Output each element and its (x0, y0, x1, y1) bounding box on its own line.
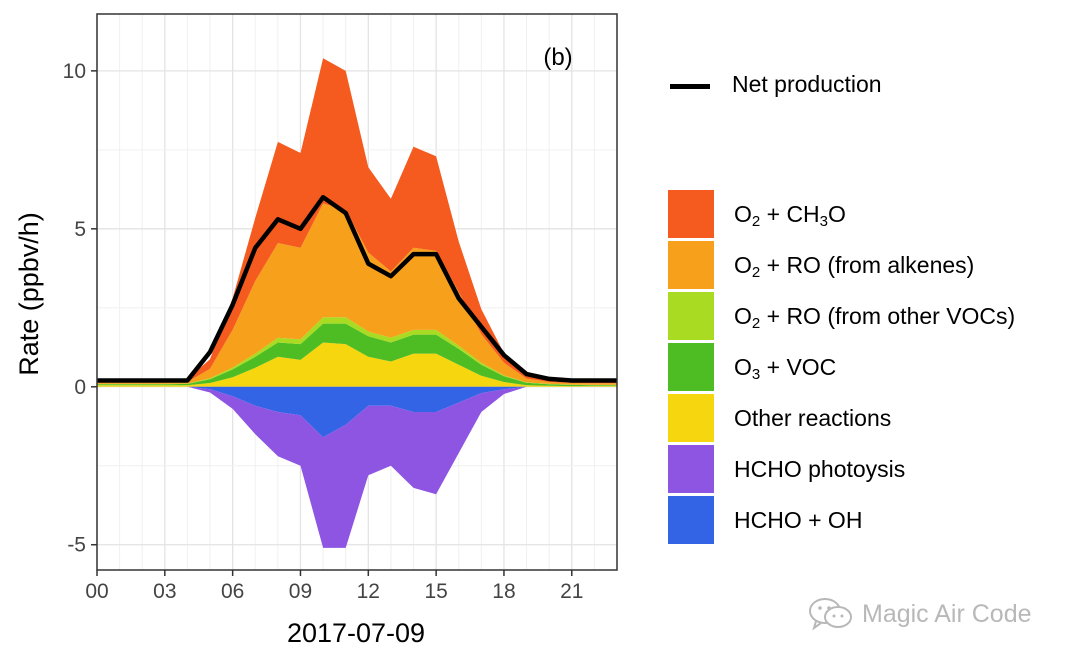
net-production-line (97, 194, 617, 383)
y-tick-label: 5 (74, 218, 86, 241)
legend-label: O2 + RO (from alkenes) (734, 252, 975, 281)
x-tick-label: 21 (560, 580, 583, 603)
x-tick-label: 09 (289, 580, 312, 603)
x-axis-label: 2017-07-09 (287, 618, 425, 648)
legend-label: O2 + CH3O (734, 201, 846, 230)
watermark: Magic Air Code (808, 596, 1032, 632)
legend-label: O2 + RO (from other VOCs) (734, 303, 1016, 332)
legend-item-other: Other reactions (668, 394, 1080, 444)
legend-label: O3 + VOC (734, 354, 837, 383)
legend-swatch (668, 190, 714, 238)
x-tick-label: 06 (221, 580, 244, 603)
y-tick-label: 10 (63, 60, 86, 83)
legend-swatch (668, 445, 714, 493)
area-hcho-oh (97, 386, 617, 438)
y-tick-label: -5 (67, 534, 86, 557)
y-axis-label: Rate (ppbv/h) (14, 212, 44, 376)
panel-label: (b) (543, 44, 572, 71)
x-tick-label: 03 (153, 580, 176, 603)
watermark-text: Magic Air Code (862, 599, 1032, 628)
area-hcho-photoysis (97, 386, 617, 548)
legend-swatch (668, 394, 714, 442)
area-o2-ro-from-alkenes- (97, 203, 617, 385)
x-tick-label: 15 (424, 580, 447, 603)
area-other-reactions (97, 342, 617, 387)
legend-item-photolysis: HCHO photoysis (668, 445, 1080, 495)
legend-swatch (668, 343, 714, 391)
plot-frame (96, 13, 618, 571)
legend-label: Other reactions (734, 405, 892, 431)
area-o3-voc (97, 323, 617, 387)
x-tick-label: 18 (492, 580, 515, 603)
legend-item-oh: HCHO + OH (668, 496, 1080, 546)
axis-ticks: 00 03 06 09 12 15 18 21 -5 0 5 10 (63, 60, 584, 603)
wechat-icon (809, 598, 852, 631)
net-production-legend-line (670, 84, 710, 89)
area-o2-ch3o (97, 58, 617, 384)
legend-item-alkenes: O2 + RO (from alkenes) (668, 241, 1080, 291)
legend-label: HCHO + OH (734, 507, 863, 533)
x-tick-label: 00 (85, 580, 108, 603)
legend-item-ch3o: O2 + CH3O (668, 190, 1080, 240)
y-tick-label: 0 (74, 376, 86, 399)
legend-swatch (668, 496, 714, 544)
stacked-areas (97, 58, 617, 548)
legend-item-o3-voc: O3 + VOC (668, 343, 1080, 393)
legend-item-other-vocs: O2 + RO (from other VOCs) (668, 292, 1080, 342)
legend-swatch (668, 241, 714, 289)
x-tick-label: 12 (357, 580, 380, 603)
net-production-legend-label: Net production (732, 71, 882, 97)
legend-swatch (668, 292, 714, 340)
legend-label: HCHO photoysis (734, 456, 906, 482)
